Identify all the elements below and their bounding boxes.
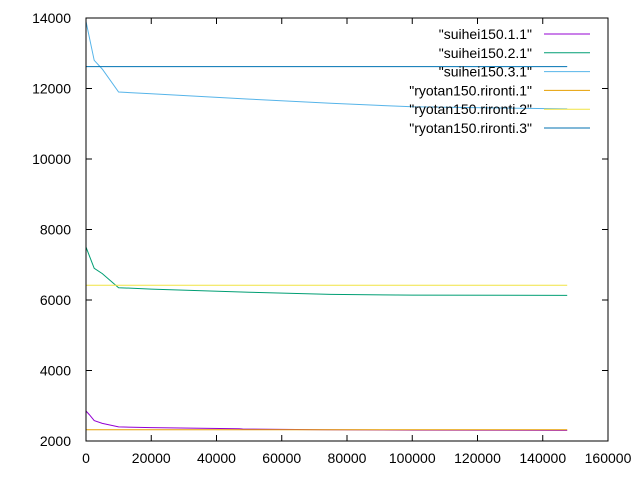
x-axis: 0 20000 40000 60000 80000 100000 120000 140000 1… xyxy=(82,18,632,466)
y-tick-label: 14000 xyxy=(32,10,71,26)
y-tick-label: 8000 xyxy=(40,222,71,238)
legend-label: "ryotan150.rironti.2" xyxy=(409,101,532,117)
x-tick-label: 80000 xyxy=(328,450,367,466)
x-tick-label: 160000 xyxy=(585,450,632,466)
series-line xyxy=(85,21,568,110)
legend: "suihei150.1.1" "suihei150.2.1" "suihei150… xyxy=(409,26,590,136)
x-tick-label: 120000 xyxy=(454,450,501,466)
series-line xyxy=(85,246,568,296)
x-tick-label: 20000 xyxy=(132,450,171,466)
plot-lines xyxy=(85,21,568,431)
series-line xyxy=(85,410,568,431)
y-tick-label: 12000 xyxy=(32,81,71,97)
y-tick-label: 2000 xyxy=(40,433,71,449)
legend-label: "suihei150.1.1" xyxy=(439,26,532,42)
legend-label: "ryotan150.rironti.1" xyxy=(409,82,532,98)
y-tick-label: 4000 xyxy=(40,363,71,379)
legend-label: "suihei150.2.1" xyxy=(439,45,532,61)
legend-label: "suihei150.3.1" xyxy=(439,64,532,80)
y-tick-label: 10000 xyxy=(32,151,71,167)
legend-label: "ryotan150.rironti.3" xyxy=(409,120,532,136)
x-tick-label: 140000 xyxy=(519,450,566,466)
x-tick-label: 40000 xyxy=(197,450,236,466)
x-tick-label: 0 xyxy=(82,450,90,466)
y-axis: 2000 4000 6000 8000 10000 12000 14000 xyxy=(32,10,608,449)
x-tick-label: 60000 xyxy=(262,450,301,466)
y-tick-label: 6000 xyxy=(40,292,71,308)
x-tick-label: 100000 xyxy=(389,450,436,466)
